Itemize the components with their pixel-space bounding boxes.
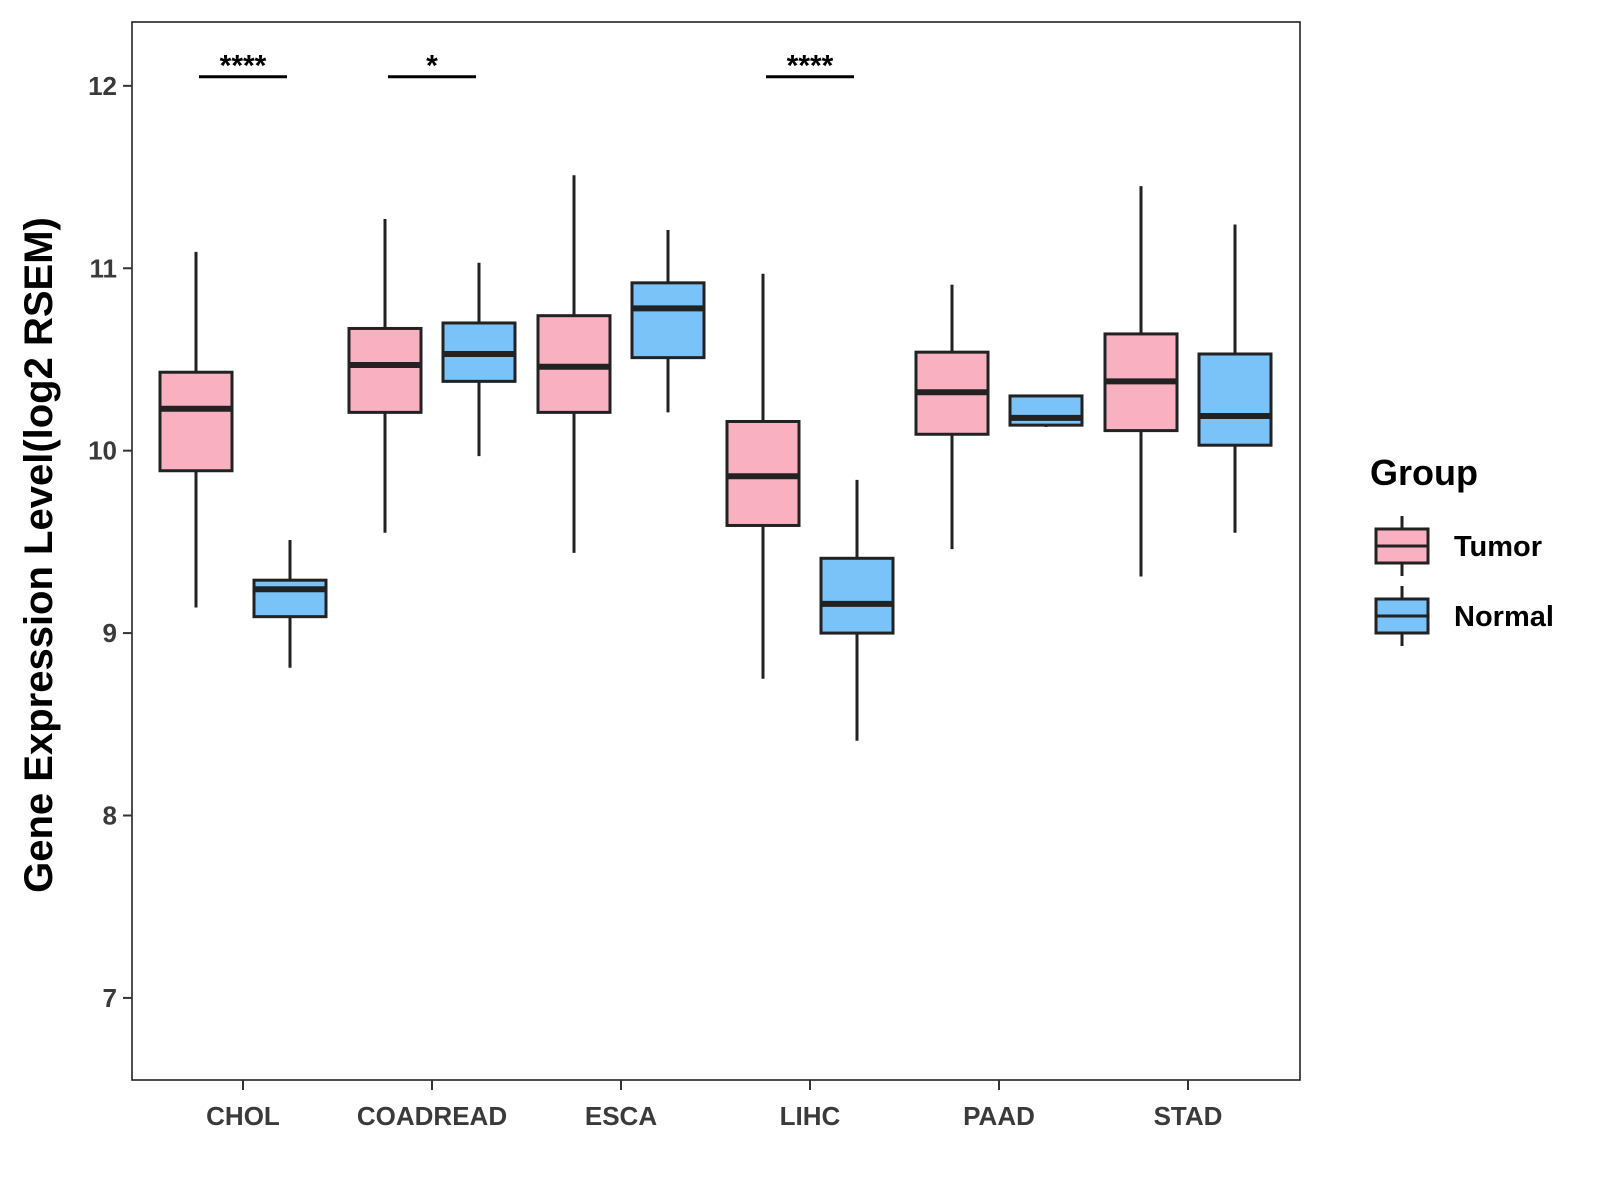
box-tumor-coadread: [347, 219, 423, 533]
iqr-box-normal-stad: [1197, 352, 1273, 447]
box-tumor-lihc: [725, 273, 801, 679]
legend-title: Group: [1370, 452, 1478, 493]
plot-panel-border: [131, 21, 1301, 1081]
x-tick-label: COADREAD: [357, 1101, 507, 1131]
significance-label-chol: ****: [220, 50, 267, 83]
box-tumor-esca: [536, 175, 612, 553]
box-normal-coadread: [441, 262, 517, 457]
y-tick-label: 8: [103, 801, 117, 831]
y-tick-label: 9: [103, 618, 117, 648]
legend: Group Tumor Normal: [1370, 452, 1554, 646]
box-normal-stad: [1197, 224, 1273, 533]
box-normal-lihc: [819, 479, 895, 741]
iqr-box-normal-chol: [252, 578, 328, 619]
y-tick-label: 7: [103, 983, 117, 1013]
legend-label-tumor: Tumor: [1454, 531, 1542, 563]
box-normal-chol: [252, 540, 328, 668]
y-tick-label: 10: [88, 436, 117, 466]
iqr-box-tumor-coadread: [347, 326, 423, 414]
x-tick-label: ESCA: [585, 1101, 657, 1131]
y-tick-label: 11: [90, 253, 118, 283]
x-tick-label: CHOL: [206, 1101, 280, 1131]
iqr-box-normal-esca: [630, 281, 706, 360]
iqr-box-tumor-chol: [158, 370, 234, 473]
box-normal-esca: [630, 229, 706, 413]
box-tumor-stad: [1103, 186, 1179, 577]
box-tumor-chol: [158, 251, 234, 608]
y-tick-label: 12: [88, 71, 117, 101]
iqr-box-normal-lihc: [819, 556, 895, 635]
box-tumor-paad: [914, 284, 990, 550]
significance-label-lihc: ****: [787, 50, 834, 83]
y-axis-title: Gene Expression Level(log2 RSEM): [17, 217, 61, 893]
x-tick-label: LIHC: [780, 1101, 841, 1131]
legend-label-normal: Normal: [1454, 601, 1554, 633]
x-tick-label: PAAD: [963, 1101, 1035, 1131]
box-normal-paad: [1008, 394, 1084, 427]
x-tick-label: STAD: [1154, 1101, 1223, 1131]
significance-label-coadread: *: [426, 50, 438, 83]
